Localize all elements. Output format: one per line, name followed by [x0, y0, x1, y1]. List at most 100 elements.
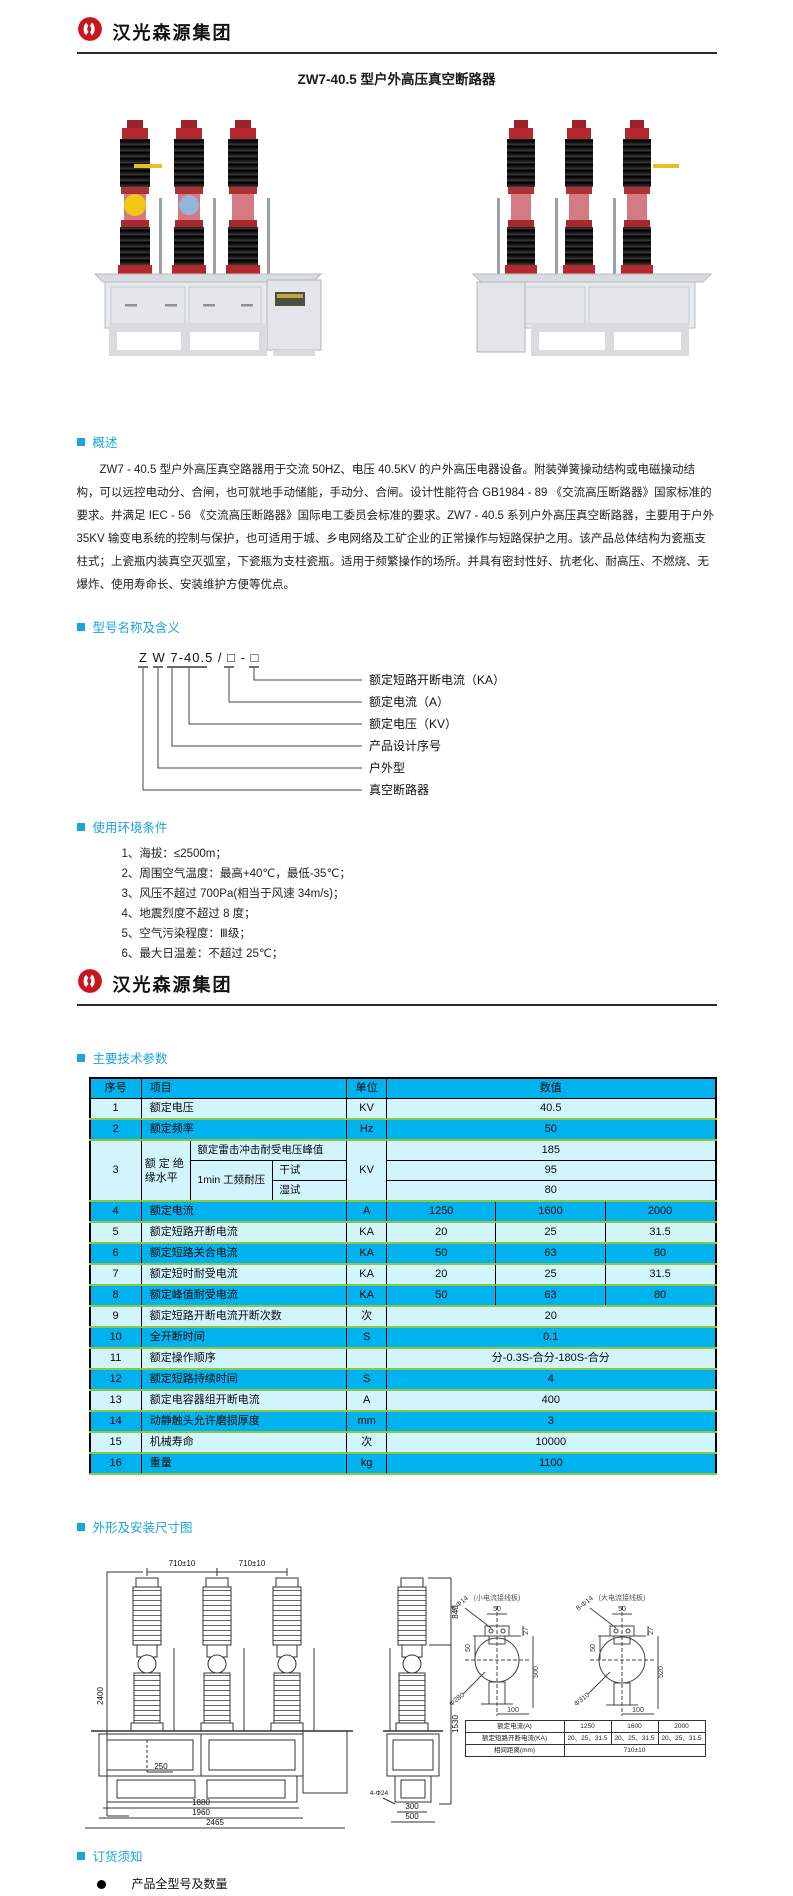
- section-bullet-icon: [76, 822, 85, 831]
- param-row: 14 动静触头允许磨损厚度 mm 3: [89, 1410, 716, 1433]
- cell-no: 4: [89, 1200, 142, 1223]
- cell-item: 全开断时间: [140, 1326, 348, 1349]
- pole-marker-blue: [178, 195, 199, 215]
- detail-dim: 100: [632, 1707, 644, 1714]
- dim-side-lower: 1530: [451, 1715, 460, 1733]
- ordering-item-label: 产品全型号及数量: [131, 1877, 228, 1891]
- model-label: 真空断路器: [369, 782, 429, 797]
- mini-cell: 20、25、31.5: [657, 1732, 706, 1745]
- cell-value: 40.5: [386, 1098, 716, 1120]
- col-item: 项目: [140, 1077, 348, 1099]
- cell-item: 额定峰值耐受电流: [140, 1284, 348, 1307]
- front-view-dims: 710±10 710±10 2400 250 1880 1960 2465: [96, 1559, 266, 1827]
- cell-no: 16: [89, 1452, 142, 1475]
- cell-value: 20: [386, 1221, 497, 1244]
- bullet-dot-icon: [96, 1880, 106, 1889]
- cell-no: 8: [89, 1284, 142, 1307]
- detail-dim: 27: [648, 1627, 655, 1635]
- detail-dim: 50: [618, 1606, 626, 1613]
- environment-list: 1、海拔：≤2500m； 2、周围空气温度：最高+40℃，最低-35℃； 3、风…: [77, 844, 717, 964]
- cell-value: 31.5: [604, 1221, 717, 1244]
- terminal-detail-small-dims: (小电流接线板) 50 27 50 8-Φ14 Φ280 500 100: [448, 1593, 540, 1714]
- cell-item: 额定频率: [140, 1118, 348, 1141]
- environment-item: 3、风压不超过 700Pa(相当于风速 34m/s)；: [121, 888, 345, 900]
- pole-marker-yellow: [123, 194, 146, 216]
- cell-unit: 次: [346, 1431, 388, 1454]
- cell-unit: 次: [346, 1305, 388, 1328]
- environment-heading: 使用环境条件: [92, 821, 168, 835]
- cell-value: 分-0.3S-合分-180S-合分: [386, 1347, 716, 1370]
- mini-cell: 1250: [563, 1720, 612, 1733]
- cell-value: 1100: [386, 1452, 716, 1475]
- cell-value: 80: [604, 1242, 717, 1265]
- product-photo-left: [93, 120, 322, 356]
- mini-row: 额定电流(A) 1250 1600 2000: [464, 1720, 706, 1733]
- terminal-detail-large: [588, 1606, 658, 1716]
- param-row: 5 额定短路开断电流 KA 20 25 31.5: [89, 1221, 717, 1244]
- cell-item: 动静触头允许磨损厚度: [140, 1410, 348, 1433]
- brand-name: 汉光森源集团: [112, 22, 233, 43]
- param-row: 13 额定电容器组开断电流 A 400: [89, 1389, 716, 1412]
- overview-heading: 概述: [92, 436, 118, 450]
- param-row: 9 额定短路开断电流开断次数 次 20: [89, 1305, 716, 1328]
- mini-cell: 710±10: [563, 1744, 706, 1757]
- cell-no: 7: [89, 1263, 142, 1286]
- overview-paragraph: ZW7 - 40.5 型户外高压真空路器用于交流 50HZ、电压 40.5KV …: [76, 464, 715, 591]
- col-no: 序号: [89, 1077, 142, 1099]
- cell-no: 2: [89, 1118, 142, 1141]
- cell-unit: KA: [346, 1221, 388, 1244]
- cell-item: 额定操作顺序: [140, 1347, 348, 1370]
- cell-value: 63: [495, 1284, 606, 1307]
- col-value: 数值: [386, 1077, 716, 1099]
- section-dimensions: 外形及安装尺寸图: [76, 1517, 717, 1836]
- section-bullet-icon: [76, 622, 85, 631]
- ordering-list: 产品全型号及数量 额定电流、额定电压 额定短路开断电流、操作电压 互感器配置情况…: [77, 1873, 717, 1896]
- dim-holes: 4-Φ24: [369, 1790, 388, 1797]
- cell-unit: A: [346, 1200, 388, 1223]
- cell-item: 额定短路关合电流: [140, 1242, 348, 1265]
- cell-value: 50: [386, 1118, 716, 1141]
- param-row: 16 重量 kg 1100: [89, 1452, 716, 1475]
- cell-item: 额定短时耐受电流: [140, 1263, 348, 1286]
- page-header: 汉光森源集团: [76, 0, 717, 54]
- cell-item: 额定电流: [140, 1200, 348, 1223]
- detail-dim: 500: [533, 1666, 540, 1678]
- model-label: 额定电压（KV）: [369, 716, 457, 731]
- section-bullet-icon: [76, 437, 85, 446]
- mini-cell: 20、25、31.5: [563, 1732, 612, 1745]
- param-row: 4 额定电流 A 1250 1600 2000: [89, 1200, 717, 1223]
- cell-insulation-freq: 1min 工频耐压: [190, 1160, 274, 1202]
- cell-no: 5: [89, 1221, 142, 1244]
- mini-cell: 20、25、31.5: [610, 1732, 659, 1745]
- cell-no: 6: [89, 1242, 142, 1265]
- dim-pitch-1: 710±10: [168, 1559, 195, 1568]
- cell-insulation-dry: 干试: [272, 1160, 348, 1181]
- dimension-drawing: 710±10 710±10 2400 250 1880 1960 2465: [77, 1548, 717, 1836]
- cell-no: 14: [89, 1410, 142, 1433]
- cell-no: 12: [89, 1368, 142, 1391]
- model-label: 额定短路开断电流（KA）: [369, 672, 505, 687]
- cell-unit: mm: [346, 1410, 388, 1433]
- param-row: 1 额定电压 KV 40.5: [89, 1098, 716, 1120]
- side-view-dims: 840 1530 300 500 4-Φ24: [369, 1605, 459, 1821]
- cell-item: 额定短路持续时间: [140, 1368, 348, 1391]
- cell-insulation-wet: 湿试: [272, 1180, 348, 1202]
- model-code: Z W 7-40.5 / □ - □: [139, 650, 259, 665]
- cell-no: 1: [89, 1098, 142, 1120]
- page-divider: 汉光森源集团: [76, 968, 717, 1006]
- section-parameters: 主要技术参数 序号 项目 单位 数值 1 额定电压 KV 40.5 2: [76, 1048, 717, 1475]
- brand-logo-icon: [77, 16, 103, 47]
- cell-item: 机械寿命: [140, 1431, 348, 1454]
- parameters-table: 序号 项目 单位 数值 1 额定电压 KV 40.5 2 额定频率 Hz 50 …: [88, 1077, 717, 1475]
- cell-item: 额定短路开断电流: [140, 1221, 348, 1244]
- cell-value: 20: [386, 1305, 716, 1328]
- side-view: [383, 1577, 451, 1822]
- model-label: 产品设计序号: [369, 738, 441, 753]
- cell-unit: [346, 1347, 388, 1370]
- cell-value: 10000: [386, 1431, 716, 1454]
- param-row: 7 额定短时耐受电流 KA 20 25 31.5: [89, 1263, 717, 1286]
- cell-value: 25: [495, 1263, 606, 1286]
- detail-dim: 27: [523, 1627, 530, 1635]
- divider-rule: [76, 1004, 717, 1006]
